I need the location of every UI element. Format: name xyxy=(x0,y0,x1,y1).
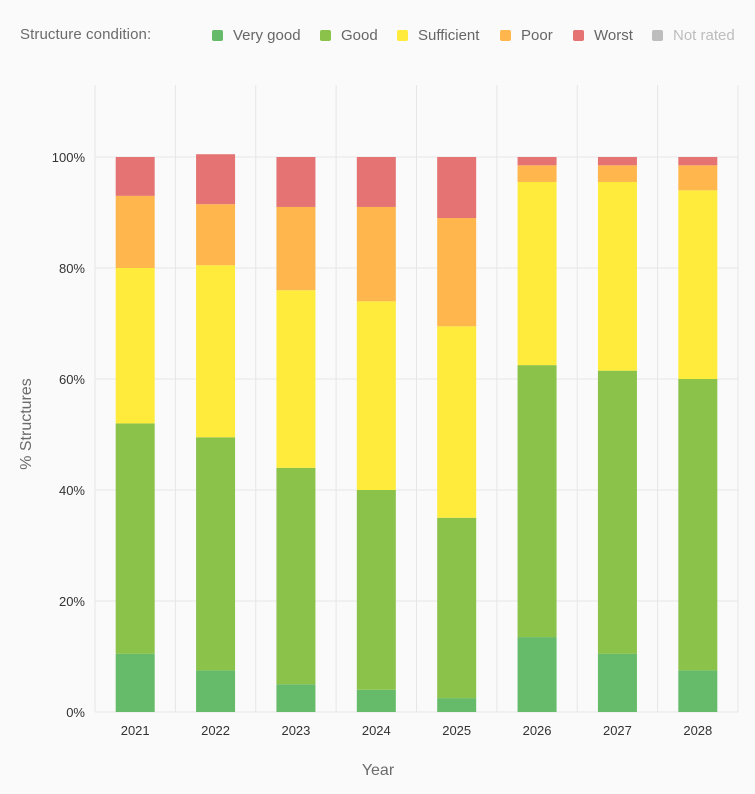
legend-label: Very good xyxy=(233,26,301,44)
legend-swatch xyxy=(397,29,408,41)
bar-sufficient-2024 xyxy=(356,301,396,490)
bar-poor-2025 xyxy=(437,218,477,327)
bar-sufficient-2028 xyxy=(678,190,718,379)
bar-very-good-2026 xyxy=(517,637,557,712)
legend: Structure condition: Very good Good Suffic… xyxy=(0,0,755,70)
bar-sufficient-2022 xyxy=(196,265,236,438)
bar-very-good-2028 xyxy=(678,670,718,712)
bar-very-good-2023 xyxy=(276,684,316,712)
y-axis-title: % Structures xyxy=(18,378,35,470)
y-tick-label: 60% xyxy=(59,372,85,387)
legend-label: Not rated xyxy=(673,26,735,44)
bar-poor-2028 xyxy=(678,165,718,191)
bar-poor-2023 xyxy=(276,206,316,291)
y-tick-label: 20% xyxy=(59,594,85,609)
legend-label: Good xyxy=(341,26,378,44)
y-tick-label: 80% xyxy=(59,261,85,276)
x-axis-title: Year xyxy=(362,762,395,779)
bar-worst-2021 xyxy=(115,157,155,196)
x-tick-label: 2024 xyxy=(362,723,391,738)
legend-swatch xyxy=(320,29,331,41)
x-tick-label: 2025 xyxy=(442,723,471,738)
bar-good-2023 xyxy=(276,467,316,685)
bar-poor-2026 xyxy=(517,165,557,182)
legend-swatch xyxy=(652,29,663,41)
bar-worst-2022 xyxy=(196,154,236,205)
bar-very-good-2021 xyxy=(115,653,155,712)
legend-item-worst[interactable]: Worst xyxy=(573,26,633,44)
bar-very-good-2025 xyxy=(437,698,477,712)
bar-sufficient-2025 xyxy=(437,326,477,518)
bar-very-good-2024 xyxy=(356,689,396,712)
legend-label: Sufficient xyxy=(418,26,480,44)
x-tick-label: 2028 xyxy=(683,723,712,738)
legend-label: Worst xyxy=(594,26,633,44)
bar-worst-2023 xyxy=(276,157,316,207)
bar-worst-2028 xyxy=(678,157,718,166)
bar-worst-2026 xyxy=(517,157,557,166)
legend-item-not-rated[interactable]: Not rated xyxy=(652,26,735,44)
bar-good-2022 xyxy=(196,437,236,671)
x-tick-label: 2026 xyxy=(523,723,552,738)
legend-label: Poor xyxy=(521,26,553,44)
bar-good-2025 xyxy=(437,517,477,699)
legend-swatch xyxy=(212,29,223,41)
x-tick-label: 2027 xyxy=(603,723,632,738)
bar-poor-2024 xyxy=(356,206,396,302)
bar-worst-2025 xyxy=(437,157,477,219)
legend-item-poor[interactable]: Poor xyxy=(500,26,553,44)
bar-poor-2022 xyxy=(196,204,236,266)
bar-good-2026 xyxy=(517,365,557,638)
bar-sufficient-2021 xyxy=(115,268,155,424)
bar-good-2021 xyxy=(115,423,155,654)
legend-swatch xyxy=(500,29,511,41)
y-tick-label: 40% xyxy=(59,483,85,498)
y-tick-label: 100% xyxy=(52,150,86,165)
bar-poor-2027 xyxy=(597,165,637,182)
y-tick-label: 0% xyxy=(66,705,85,720)
legend-swatch xyxy=(573,29,584,41)
bar-sufficient-2027 xyxy=(597,181,637,371)
bar-good-2024 xyxy=(356,490,396,690)
bar-worst-2027 xyxy=(597,157,637,166)
bar-good-2027 xyxy=(597,370,637,654)
legend-item-sufficient[interactable]: Sufficient xyxy=(397,26,479,44)
bar-poor-2021 xyxy=(115,195,155,268)
bar-sufficient-2023 xyxy=(276,290,316,468)
legend-item-very-good[interactable]: Very good xyxy=(212,26,301,44)
bar-very-good-2027 xyxy=(597,653,637,712)
legend-title: Structure condition: xyxy=(20,26,152,43)
legend-item-good[interactable]: Good xyxy=(320,26,378,44)
x-tick-label: 2022 xyxy=(201,723,230,738)
bar-sufficient-2026 xyxy=(517,181,557,366)
bar-very-good-2022 xyxy=(196,670,236,712)
bar-worst-2024 xyxy=(356,157,396,207)
x-tick-label: 2023 xyxy=(281,723,310,738)
x-tick-label: 2021 xyxy=(121,723,150,738)
bar-good-2028 xyxy=(678,379,718,671)
